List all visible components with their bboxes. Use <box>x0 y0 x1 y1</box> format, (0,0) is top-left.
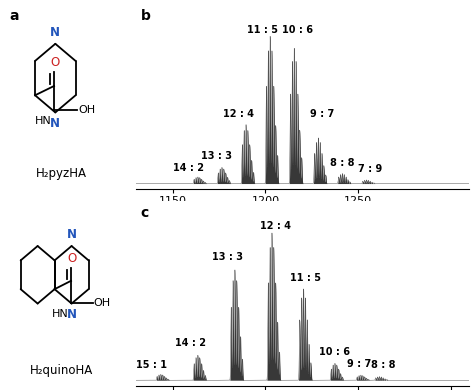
Text: b: b <box>141 9 151 23</box>
Text: H₂pyzHA: H₂pyzHA <box>36 167 87 180</box>
Text: 14 : 2: 14 : 2 <box>173 163 204 172</box>
Text: H₂quinoHA: H₂quinoHA <box>30 364 93 377</box>
Text: 14 : 2: 14 : 2 <box>175 338 206 348</box>
Text: N: N <box>50 26 60 39</box>
Text: 13 : 3: 13 : 3 <box>212 252 243 262</box>
Text: 9 : 7: 9 : 7 <box>310 109 334 119</box>
Text: 11 : 5: 11 : 5 <box>290 273 321 283</box>
Text: N: N <box>66 308 77 321</box>
Text: O: O <box>67 252 76 265</box>
Text: 10 : 6: 10 : 6 <box>319 347 350 356</box>
Text: 8 : 8: 8 : 8 <box>330 158 355 168</box>
Text: 10 : 6: 10 : 6 <box>283 25 313 35</box>
Text: c: c <box>141 206 149 220</box>
Text: a: a <box>10 9 19 23</box>
Text: 12 : 4: 12 : 4 <box>223 109 254 119</box>
Text: 15 : 1: 15 : 1 <box>136 360 167 370</box>
Text: 7 : 9: 7 : 9 <box>358 164 382 174</box>
Text: HN: HN <box>52 308 69 319</box>
Text: O: O <box>50 56 59 69</box>
Text: 11 : 5: 11 : 5 <box>247 25 278 35</box>
Text: N: N <box>50 117 60 130</box>
Text: OH: OH <box>94 298 111 308</box>
Text: OH: OH <box>78 105 95 115</box>
Text: 13 : 3: 13 : 3 <box>201 151 232 161</box>
Text: 12 : 4: 12 : 4 <box>260 222 291 232</box>
Text: 8 : 8: 8 : 8 <box>371 360 395 370</box>
Text: HN: HN <box>35 116 52 126</box>
Text: 9 : 7: 9 : 7 <box>347 359 371 369</box>
Text: N: N <box>66 229 77 241</box>
